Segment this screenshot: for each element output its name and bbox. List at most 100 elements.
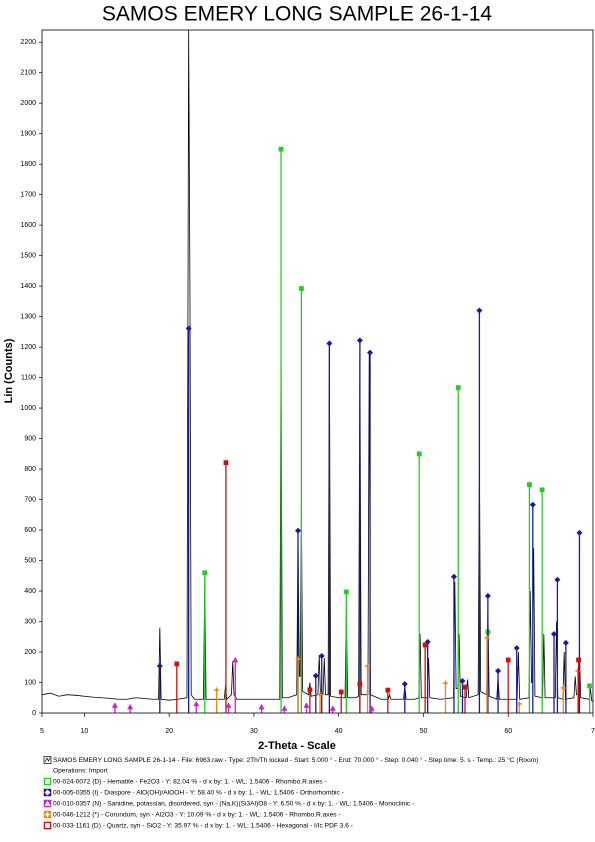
stick-marker <box>156 662 163 670</box>
stick-marker <box>476 307 483 314</box>
y-tick-label: 2200 <box>20 39 36 46</box>
x-tick-label: 60 <box>504 728 512 735</box>
y-tick-label: 1100 <box>21 374 36 381</box>
stick-marker <box>193 700 200 707</box>
stick-marker <box>587 683 593 689</box>
stick-marker <box>494 667 502 675</box>
y-tick-label: 600 <box>24 527 36 534</box>
y-tick-label: 0 <box>32 710 36 717</box>
stick-marker <box>401 680 408 688</box>
stick-marker <box>326 340 333 347</box>
legend-marker <box>44 789 51 796</box>
stick-marker <box>385 687 391 693</box>
legend-label: 00-005-0355 (I) - Diaspore - AlO(OH)/AlO… <box>53 789 344 796</box>
stick-marker <box>422 642 428 648</box>
y-tick-label: 1400 <box>20 283 36 290</box>
pattern-line <box>42 30 593 702</box>
legend-icon <box>43 756 52 764</box>
stick-marker <box>441 679 450 687</box>
stick-marker <box>459 677 466 685</box>
stick-marker <box>513 644 520 652</box>
y-tick-label: 2000 <box>20 100 36 107</box>
legend-label: 00-046-1212 (*) - Corundum, syn - Al2O3 … <box>53 811 341 818</box>
stick-marker <box>294 655 302 663</box>
legend-marker <box>45 823 50 828</box>
chart-title: SAMOS EMERY LONG SAMPLE 26-1-14 <box>102 3 493 26</box>
stick-marker <box>424 638 431 646</box>
x-tick-label: 20 <box>165 728 173 735</box>
stick-marker <box>258 703 265 710</box>
stick-marker <box>576 529 583 536</box>
stick-marker <box>574 667 582 675</box>
stick-marker <box>213 686 221 694</box>
legend-label: 00-010-0357 (N) - Sanidine, potassian, d… <box>53 800 414 807</box>
stick-marker <box>366 349 374 356</box>
stick-marker <box>356 337 363 344</box>
stick-marker <box>223 460 229 466</box>
stick-marker <box>318 652 325 660</box>
legend-marker <box>44 800 51 806</box>
stick-marker <box>312 672 319 679</box>
y-axis-label: Lin (Counts) <box>3 338 15 403</box>
stick-marker <box>416 451 422 457</box>
y-tick-label: 900 <box>24 435 36 442</box>
stick-marker <box>529 501 536 508</box>
y-tick-label: 1200 <box>20 344 36 351</box>
legend-marker <box>45 779 50 784</box>
stick-marker <box>515 700 523 708</box>
stick-marker <box>307 687 313 693</box>
y-tick-label: 500 <box>24 557 36 564</box>
stick-marker <box>225 702 232 708</box>
x-axis-label: 2-Theta - Scale <box>258 740 336 752</box>
x-tick-label: 30 <box>250 728 258 735</box>
legend-note: Operations: Import <box>53 767 108 774</box>
plot-frame <box>41 29 594 714</box>
plot-area <box>42 30 593 713</box>
stick-marker <box>329 705 336 711</box>
legend-icon-glyph <box>44 757 51 763</box>
stick-marker <box>357 681 363 687</box>
stick-marker <box>455 385 461 391</box>
y-tick-label: 400 <box>24 588 36 595</box>
y-tick-label: 100 <box>24 679 36 686</box>
stick-marker <box>527 482 532 488</box>
stick-marker <box>111 702 118 708</box>
stick-marker <box>298 286 304 291</box>
stick-marker <box>550 630 558 638</box>
x-tick-label: 5 <box>40 728 44 735</box>
stick-marker <box>562 639 569 646</box>
stick-marker <box>281 705 288 711</box>
stick-marker <box>554 576 561 583</box>
y-tick-label: 200 <box>24 649 36 656</box>
stick-marker <box>202 570 208 576</box>
stick-marker <box>185 325 192 332</box>
y-tick-label: 1900 <box>20 131 36 138</box>
stick-marker <box>539 487 545 493</box>
stick-marker <box>316 691 324 699</box>
y-tick-label: 1800 <box>20 161 36 168</box>
y-tick-label: 300 <box>24 618 36 625</box>
stick-marker <box>343 589 349 595</box>
stick-marker <box>232 656 239 663</box>
stick-marker <box>368 705 375 711</box>
x-tick-label: 50 <box>420 728 428 735</box>
y-tick-label: 1000 <box>20 405 36 412</box>
stick-marker <box>450 573 458 580</box>
stick-marker <box>363 662 372 670</box>
legend-marker <box>43 810 52 819</box>
stick-marker <box>338 689 344 695</box>
y-tick-label: 1600 <box>20 222 36 229</box>
stick-marker <box>559 684 567 692</box>
stick-marker <box>127 703 134 710</box>
y-tick-label: 700 <box>24 496 36 503</box>
x-tick-label: 7 <box>591 728 595 735</box>
y-tick-label: 2100 <box>20 70 36 77</box>
stick-marker <box>576 657 581 663</box>
y-tick-label: 1500 <box>20 252 36 259</box>
y-tick-label: 1300 <box>20 313 36 320</box>
legend-label: 00-033-1161 (D) - Quartz, syn - SiO2 - Y… <box>53 822 353 829</box>
stick-marker <box>294 527 302 534</box>
x-tick-label: 40 <box>335 728 343 735</box>
